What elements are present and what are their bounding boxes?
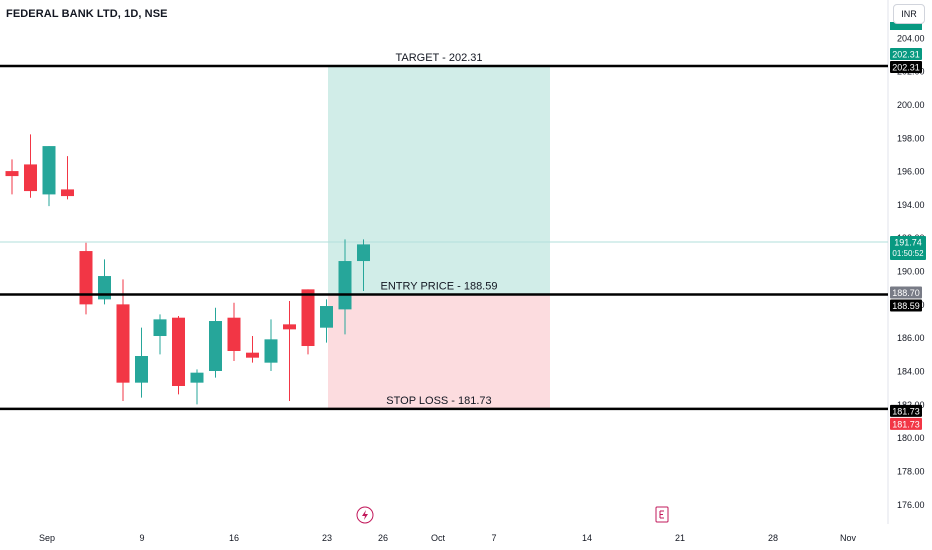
- entry-price-tag: [890, 286, 922, 299]
- time-tick-label: 21: [675, 533, 685, 543]
- last-price-tag: [890, 236, 926, 261]
- time-tick-label: 23: [322, 533, 332, 543]
- stop-zone: [328, 294, 550, 409]
- candle-up[interactable]: [135, 356, 148, 383]
- price-tick-label: 184.00: [897, 367, 925, 377]
- time-tick-label: 16: [229, 533, 239, 543]
- candle-down[interactable]: [172, 317, 185, 386]
- candle-down[interactable]: [5, 171, 19, 177]
- entry-price-tag-dark: [890, 299, 922, 312]
- candle-up[interactable]: [338, 261, 352, 310]
- candle-up[interactable]: [190, 372, 204, 383]
- candle-down[interactable]: [227, 317, 241, 352]
- candle-up[interactable]: [357, 244, 370, 262]
- candle-up[interactable]: [264, 339, 278, 363]
- stop-price-tag: [890, 417, 922, 430]
- entry-price-tag-dark-text: 188.59: [892, 301, 920, 311]
- price-tick-label: 176.00: [897, 500, 925, 510]
- price-tick-label: 194.00: [897, 200, 925, 210]
- price-tick-label: 198.00: [897, 133, 925, 143]
- chart-title: FEDERAL BANK LTD, 1D, NSE: [6, 8, 168, 20]
- price-tick-label: 196.00: [897, 167, 925, 177]
- price-tick-label: 200.00: [897, 100, 925, 110]
- price-tick-label: 178.00: [897, 466, 925, 476]
- candle-up[interactable]: [209, 321, 222, 371]
- entry-label: ENTRY PRICE - 188.59: [381, 281, 498, 293]
- target-price-tag-text: 202.31: [892, 49, 920, 59]
- currency-button[interactable]: INR: [893, 4, 925, 24]
- stop-price-tag-dark: [890, 404, 922, 417]
- candle-down[interactable]: [61, 189, 74, 197]
- candle-down[interactable]: [24, 164, 37, 192]
- stop-price-tag-text: 181.73: [892, 419, 920, 429]
- target-price-tag-dark-text: 202.31: [892, 62, 920, 72]
- time-tick-label: 9: [139, 533, 144, 543]
- price-tick-label: 204.00: [897, 33, 925, 43]
- lightning-icon: [362, 510, 368, 520]
- candle-down[interactable]: [283, 324, 296, 330]
- candle-up[interactable]: [320, 306, 333, 328]
- candle-up[interactable]: [98, 276, 111, 300]
- target-price-tag-dark: [890, 60, 922, 73]
- target-label: TARGET - 202.31: [395, 52, 482, 64]
- candle-up[interactable]: [42, 146, 56, 195]
- time-tick-label: 28: [768, 533, 778, 543]
- time-tick-label: Oct: [431, 533, 446, 543]
- price-tick-label: 190.00: [897, 267, 925, 277]
- time-tick-label: Nov: [840, 533, 857, 543]
- candle-up[interactable]: [153, 319, 167, 337]
- price-tick-label: 186.00: [897, 333, 925, 343]
- time-tick-label: 26: [378, 533, 388, 543]
- time-tick-label: 14: [582, 533, 592, 543]
- candle-down[interactable]: [79, 251, 93, 305]
- countdown-timer: 01:50:52: [892, 249, 924, 258]
- time-tick-label: 7: [491, 533, 496, 543]
- candle-down[interactable]: [116, 304, 130, 383]
- candle-down[interactable]: [301, 289, 315, 347]
- stop-price-tag-dark-text: 181.73: [892, 406, 920, 416]
- candle-down[interactable]: [246, 352, 259, 358]
- target-price-tag: [890, 47, 922, 60]
- entry-price-tag-text: 188.70: [892, 288, 920, 298]
- cut-off-price-tag: [890, 22, 922, 30]
- stop-loss-label: STOP LOSS - 181.73: [386, 395, 491, 407]
- time-tick-label: Sep: [39, 533, 55, 543]
- earnings-e-icon: [659, 510, 664, 519]
- price-tick-label: 180.00: [897, 433, 925, 443]
- last-price-value: 191.74: [894, 238, 922, 248]
